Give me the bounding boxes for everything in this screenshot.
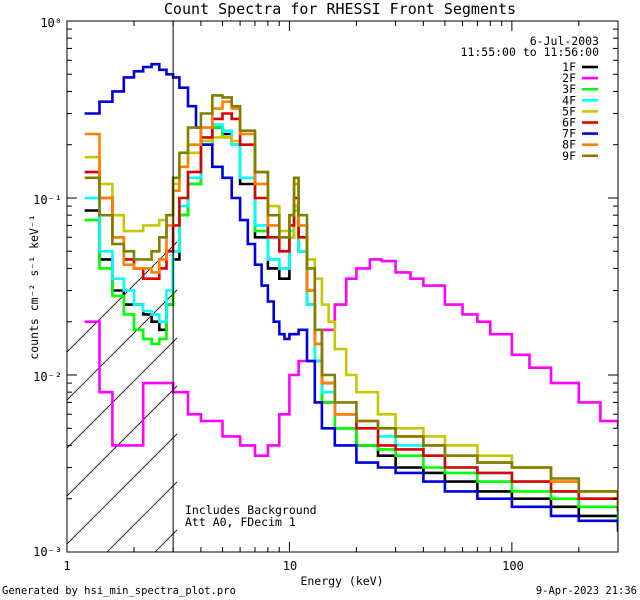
- legend-label-7F: 7F: [562, 127, 576, 141]
- footer-timestamp: 9-Apr-2023 21:36: [536, 585, 637, 597]
- series-line-4F: [84, 123, 618, 512]
- hatch-line: [67, 241, 177, 353]
- series-line-3F: [84, 126, 618, 521]
- y-tick-label-1e-2: 10⁻²: [33, 370, 62, 384]
- legend-label-6F: 6F: [562, 116, 576, 130]
- legend-label-9F: 9F: [562, 149, 576, 163]
- legend-label-2F: 2F: [562, 71, 576, 85]
- below-threshold-hatch: [67, 21, 640, 552]
- legend-label-5F: 5F: [562, 104, 576, 118]
- time-range-label: 11:55:00 to 11:56:00: [461, 45, 600, 59]
- series-line-7F: [84, 62, 618, 532]
- series-line-6F: [84, 112, 618, 512]
- legend-label-4F: 4F: [562, 93, 576, 107]
- series-line-2F: [84, 258, 618, 457]
- y-tick-label-1e0: 10⁰: [40, 16, 62, 30]
- axis-ticks: [66, 20, 619, 553]
- legend-label-1F: 1F: [562, 60, 576, 74]
- legend-label-3F: 3F: [562, 82, 576, 96]
- hatch-line: [67, 385, 177, 497]
- y-tick-label-1e-3: 10⁻³: [33, 545, 62, 559]
- hatch-line: [106, 481, 177, 552]
- chart-title: Count Spectra for RHESSI Front Segments: [164, 0, 516, 18]
- annotation-attenuator: Att A0, FDecim 1: [185, 515, 296, 529]
- series-line-9F: [84, 94, 618, 499]
- y-tick-label-1e-1: 10⁻¹: [33, 193, 62, 207]
- hatch-line: [67, 433, 177, 545]
- legend-label-8F: 8F: [562, 138, 576, 152]
- x-axis-label: Energy (keV): [300, 574, 383, 588]
- annotation-background: Includes Background: [185, 503, 317, 517]
- footer-generated-by: Generated by hsi_min_spectra_plot.pro: [2, 585, 236, 597]
- plot-frame: [66, 20, 619, 553]
- x-tick-label-10: 10: [283, 559, 297, 573]
- series-layer: [84, 62, 618, 532]
- date-label: 6-Jul-2003: [530, 34, 599, 48]
- x-tick-label-1: 1: [63, 559, 70, 573]
- x-tick-label-100: 100: [502, 559, 524, 573]
- hatch-line: [635, 21, 640, 552]
- y-axis-label: counts cm⁻² s⁻¹ keV⁻¹: [27, 214, 41, 359]
